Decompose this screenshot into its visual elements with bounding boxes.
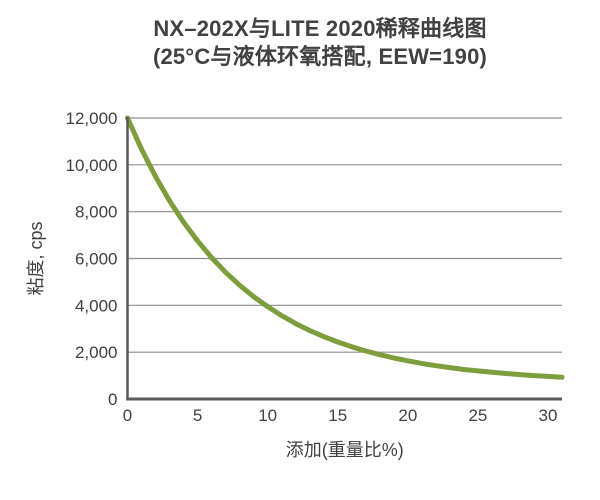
- chart-title-line2: (25°C与液体环氧搭配, EEW=190): [152, 44, 488, 69]
- x-axis-label: 添加(重量比%): [286, 440, 404, 460]
- y-tick-label-8000: 8,000: [75, 203, 118, 222]
- y-axis-label: 粘度, cps: [26, 221, 46, 295]
- chart-title-line1: NX–202X与LITE 2020稀释曲线图: [153, 16, 487, 41]
- chart-title: NX–202X与LITE 2020稀释曲线图 (25°C与液体环氧搭配, EEW…: [40, 15, 600, 71]
- dilution-curve: [125, 115, 565, 380]
- y-tick-label-10000: 10,000: [66, 156, 118, 175]
- y-tick-label-12000: 12,000: [66, 109, 118, 128]
- x-tick-label-20: 20: [398, 406, 417, 425]
- x-tick-label-5: 5: [193, 406, 202, 425]
- x-tick-label-10: 10: [258, 406, 277, 425]
- x-tick-label-30: 30: [539, 406, 558, 425]
- y-tick-label-6000: 6,000: [75, 250, 118, 269]
- x-tick-label-25: 25: [468, 406, 487, 425]
- x-tick-label-15: 15: [328, 406, 347, 425]
- x-tick-label-0: 0: [123, 406, 132, 425]
- y-tick-label-2000: 2,000: [75, 343, 118, 362]
- y-tick-label-0: 0: [108, 390, 117, 409]
- y-tick-label-4000: 4,000: [75, 296, 118, 315]
